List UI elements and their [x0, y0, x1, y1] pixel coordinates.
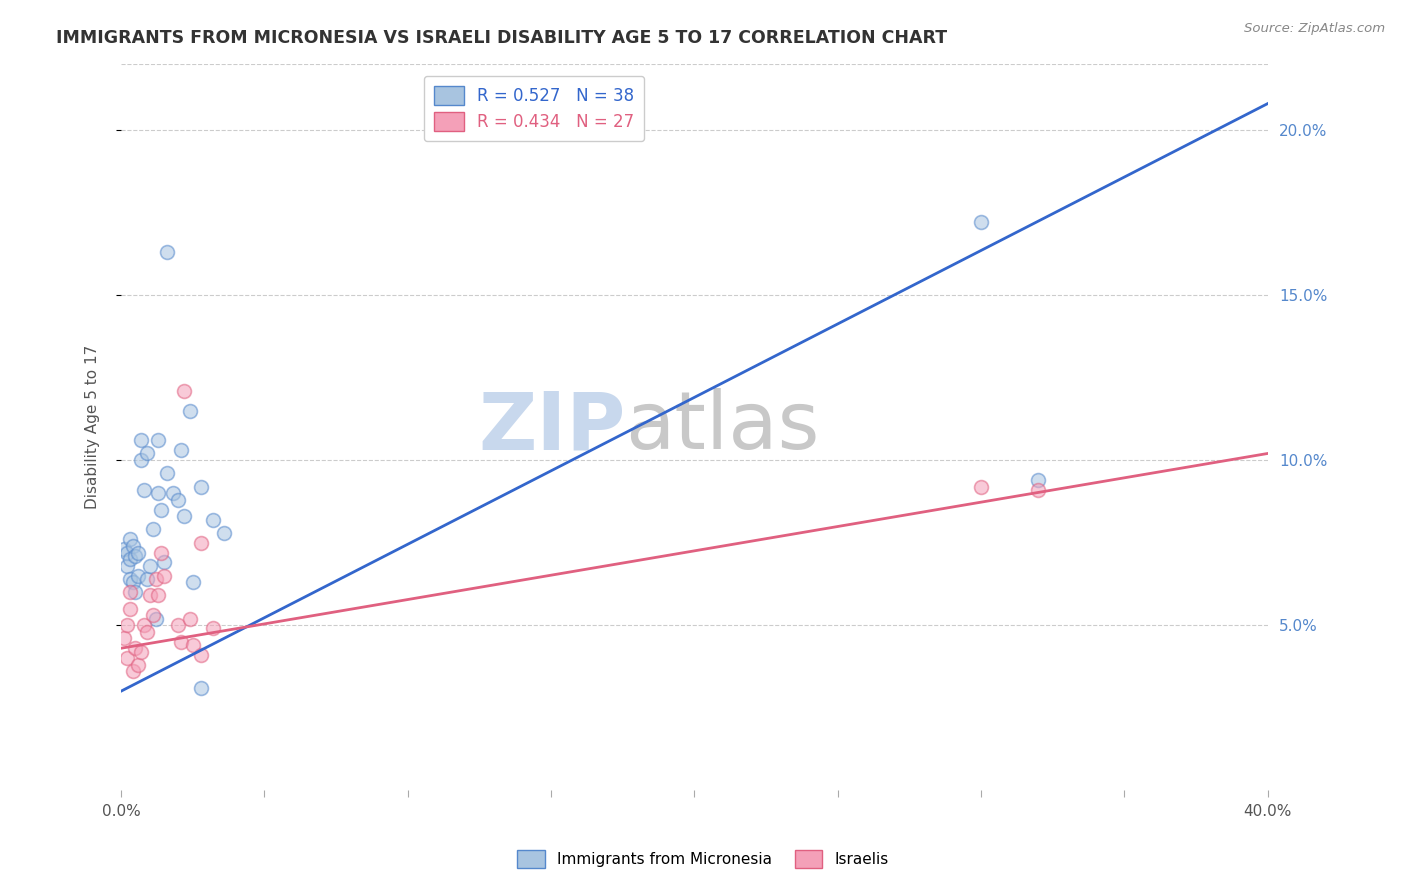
Point: [115, 651, 138, 665]
Point: [150, 545, 173, 559]
Point: [153, 556, 176, 570]
Point: [118, 552, 141, 566]
Point: [129, 644, 152, 658]
Y-axis label: Disability Age 5 to 17: Disability Age 5 to 17: [86, 345, 100, 509]
Point: [153, 568, 176, 582]
Point: [127, 545, 149, 559]
Point: [118, 585, 141, 599]
Point: [162, 486, 184, 500]
Point: [139, 589, 162, 603]
Point: [970, 215, 993, 229]
Point: [170, 634, 193, 648]
Point: [127, 657, 149, 672]
Point: [115, 545, 138, 559]
Point: [132, 483, 155, 497]
Point: [124, 585, 146, 599]
Point: [190, 681, 212, 695]
Legend: Immigrants from Micronesia, Israelis: Immigrants from Micronesia, Israelis: [512, 844, 894, 873]
Point: [1026, 473, 1049, 487]
Point: [150, 502, 173, 516]
Point: [136, 572, 159, 586]
Point: [132, 618, 155, 632]
Point: [190, 535, 212, 549]
Point: [179, 611, 201, 625]
Point: [121, 665, 143, 679]
Point: [127, 568, 149, 582]
Point: [124, 549, 146, 563]
Point: [181, 638, 204, 652]
Point: [156, 245, 179, 260]
Point: [190, 479, 212, 493]
Point: [167, 492, 190, 507]
Point: [156, 467, 179, 481]
Point: [121, 575, 143, 590]
Point: [121, 539, 143, 553]
Point: [170, 443, 193, 458]
Point: [179, 403, 201, 417]
Point: [201, 512, 224, 526]
Point: [148, 589, 170, 603]
Legend: R = 0.527   N = 38, R = 0.434   N = 27: R = 0.527 N = 38, R = 0.434 N = 27: [423, 76, 644, 141]
Point: [201, 622, 224, 636]
Point: [115, 558, 138, 573]
Point: [148, 434, 170, 448]
Text: IMMIGRANTS FROM MICRONESIA VS ISRAELI DISABILITY AGE 5 TO 17 CORRELATION CHART: IMMIGRANTS FROM MICRONESIA VS ISRAELI DI…: [56, 29, 948, 46]
Point: [118, 601, 141, 615]
Point: [112, 542, 135, 557]
Point: [112, 632, 135, 646]
Point: [970, 479, 993, 493]
Point: [118, 572, 141, 586]
Point: [115, 618, 138, 632]
Point: [136, 446, 159, 460]
Point: [214, 525, 236, 540]
Text: Source: ZipAtlas.com: Source: ZipAtlas.com: [1244, 22, 1385, 36]
Point: [145, 572, 167, 586]
Point: [173, 509, 195, 524]
Point: [173, 384, 195, 398]
Point: [124, 641, 146, 656]
Point: [118, 533, 141, 547]
Point: [148, 486, 170, 500]
Point: [129, 453, 152, 467]
Point: [142, 523, 165, 537]
Point: [142, 608, 165, 623]
Point: [145, 611, 167, 625]
Point: [167, 618, 190, 632]
Point: [136, 624, 159, 639]
Point: [1026, 483, 1049, 497]
Text: atlas: atlas: [626, 388, 820, 467]
Point: [139, 558, 162, 573]
Point: [190, 648, 212, 662]
Point: [129, 434, 152, 448]
Text: ZIP: ZIP: [478, 388, 626, 467]
Point: [181, 575, 204, 590]
